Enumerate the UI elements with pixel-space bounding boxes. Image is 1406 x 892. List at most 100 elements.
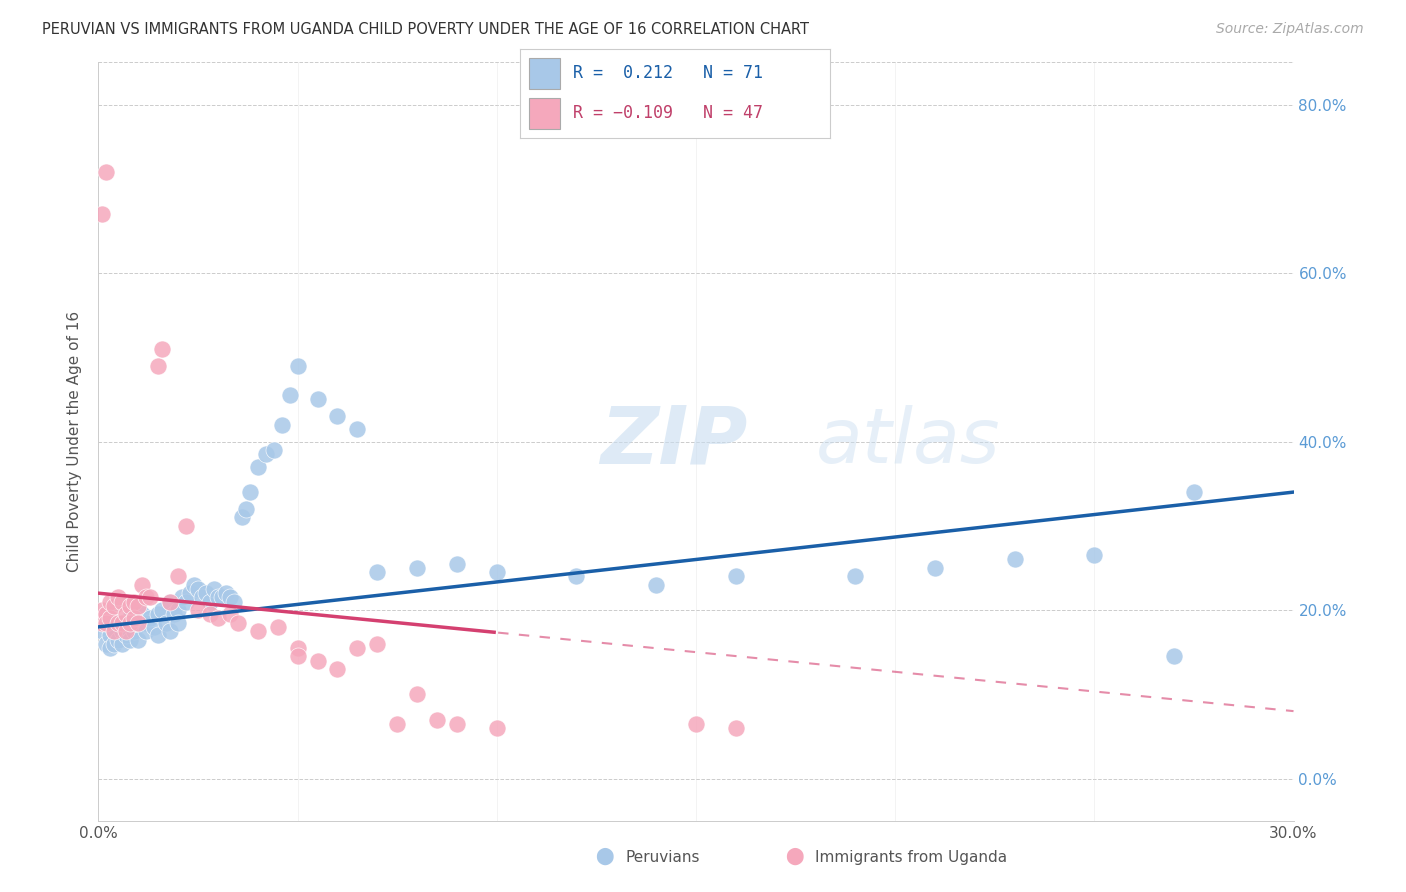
Point bbox=[96, 607, 118, 622]
Point bbox=[202, 582, 225, 596]
Point bbox=[143, 620, 166, 634]
Point bbox=[111, 624, 134, 639]
Point bbox=[198, 607, 221, 622]
Point bbox=[107, 591, 129, 605]
Point bbox=[120, 632, 142, 647]
Point bbox=[267, 620, 290, 634]
Point bbox=[246, 459, 269, 474]
Bar bbox=[530, 58, 561, 89]
Point bbox=[211, 591, 233, 605]
Text: Peruvians: Peruvians bbox=[626, 850, 700, 865]
Text: Source: ZipAtlas.com: Source: ZipAtlas.com bbox=[1216, 22, 1364, 37]
Text: R = −0.109   N = 47: R = −0.109 N = 47 bbox=[572, 104, 763, 122]
Point bbox=[98, 640, 122, 655]
Point bbox=[287, 649, 309, 664]
Point bbox=[111, 637, 134, 651]
Point bbox=[307, 392, 329, 407]
Point bbox=[159, 594, 181, 608]
Point bbox=[127, 615, 149, 630]
Point bbox=[159, 624, 181, 639]
Point bbox=[150, 342, 173, 356]
Point bbox=[231, 510, 253, 524]
Point bbox=[103, 599, 125, 613]
Point bbox=[1182, 485, 1205, 500]
Point bbox=[127, 599, 149, 613]
Point bbox=[98, 628, 122, 642]
Point bbox=[115, 620, 138, 634]
Point bbox=[127, 632, 149, 647]
Point bbox=[270, 417, 292, 432]
Point bbox=[131, 607, 153, 622]
Point bbox=[346, 640, 368, 655]
Point bbox=[406, 687, 429, 701]
Point bbox=[131, 578, 153, 592]
Point bbox=[207, 591, 229, 605]
Point bbox=[107, 632, 129, 647]
Point bbox=[278, 388, 301, 402]
Point bbox=[446, 716, 468, 731]
Point bbox=[91, 603, 114, 617]
Point bbox=[115, 624, 138, 639]
Point bbox=[724, 569, 747, 583]
Point bbox=[346, 422, 368, 436]
Point bbox=[135, 591, 157, 605]
Point bbox=[844, 569, 866, 583]
Point bbox=[124, 611, 146, 625]
Point bbox=[115, 607, 138, 622]
Point bbox=[120, 599, 142, 613]
Point bbox=[207, 611, 229, 625]
Point bbox=[406, 561, 429, 575]
Point bbox=[226, 615, 249, 630]
Point bbox=[924, 561, 946, 575]
Point bbox=[307, 654, 329, 668]
Point bbox=[91, 615, 114, 630]
Point bbox=[107, 615, 129, 630]
Point bbox=[124, 594, 146, 608]
Point bbox=[485, 721, 508, 735]
Point bbox=[139, 591, 162, 605]
Point bbox=[183, 578, 205, 592]
Text: ⬤: ⬤ bbox=[785, 847, 804, 865]
Point bbox=[167, 569, 190, 583]
Point bbox=[235, 502, 257, 516]
Point bbox=[239, 485, 262, 500]
Point bbox=[326, 409, 349, 424]
Point bbox=[96, 165, 118, 179]
Point bbox=[1083, 548, 1105, 563]
Point bbox=[103, 624, 125, 639]
Point bbox=[426, 713, 449, 727]
Bar bbox=[530, 98, 561, 129]
Point bbox=[174, 518, 197, 533]
Point bbox=[167, 603, 190, 617]
Point bbox=[167, 615, 190, 630]
Y-axis label: Child Poverty Under the Age of 16: Child Poverty Under the Age of 16 bbox=[67, 311, 83, 572]
Point bbox=[91, 624, 114, 639]
Point bbox=[187, 603, 209, 617]
Point bbox=[103, 637, 125, 651]
Point bbox=[148, 628, 170, 642]
Point bbox=[111, 594, 134, 608]
Point bbox=[120, 611, 142, 625]
Point bbox=[1163, 649, 1185, 664]
Point bbox=[187, 582, 209, 596]
Text: Immigrants from Uganda: Immigrants from Uganda bbox=[815, 850, 1008, 865]
Point bbox=[219, 591, 242, 605]
Point bbox=[135, 615, 157, 630]
Point bbox=[198, 594, 221, 608]
Point bbox=[124, 624, 146, 639]
Point bbox=[246, 624, 269, 639]
Point bbox=[148, 607, 170, 622]
Point bbox=[326, 662, 349, 676]
Point bbox=[366, 565, 388, 579]
Point bbox=[172, 591, 194, 605]
Point bbox=[685, 716, 707, 731]
Point bbox=[174, 594, 197, 608]
Point bbox=[724, 721, 747, 735]
Point bbox=[219, 607, 242, 622]
Point bbox=[191, 591, 214, 605]
Point bbox=[98, 594, 122, 608]
Point bbox=[96, 637, 118, 651]
Point bbox=[111, 615, 134, 630]
Point bbox=[150, 603, 173, 617]
Point bbox=[446, 557, 468, 571]
